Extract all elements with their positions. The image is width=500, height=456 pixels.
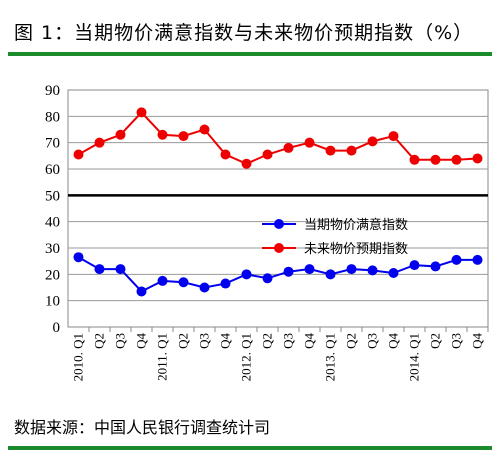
data-point-series-1 [325, 269, 336, 280]
x-tick-label: Q4 [302, 333, 317, 349]
data-point-series-2 [157, 129, 168, 140]
data-point-series-2 [388, 131, 399, 142]
x-tick-label: 2010. Q1 [71, 333, 86, 381]
data-point-series-1 [304, 264, 315, 275]
data-point-series-1 [472, 254, 483, 265]
source-note: 数据来源：中国人民银行调查统计司 [14, 418, 271, 437]
x-tick-label: Q3 [365, 333, 380, 349]
title-bar: 图 1：当期物价满意指数与未来物价预期指数（%） [0, 0, 500, 58]
data-point-series-1 [388, 268, 399, 279]
x-tick-label: 2014. Q1 [407, 333, 422, 381]
y-tick-label: 30 [45, 241, 60, 257]
y-tick-label: 10 [45, 294, 60, 310]
y-tick-label: 90 [45, 83, 60, 99]
data-point-series-1 [409, 260, 420, 271]
top-divider [8, 52, 492, 56]
data-point-series-2 [73, 149, 84, 160]
x-tick-label: Q2 [260, 333, 275, 349]
data-point-series-1 [94, 264, 105, 275]
data-point-series-2 [199, 124, 210, 135]
x-tick-label: Q2 [344, 333, 359, 349]
plot-area [67, 89, 489, 328]
y-tick-label: 50 [45, 188, 60, 204]
x-tick-label: Q2 [428, 333, 443, 349]
data-point-series-2 [136, 107, 147, 118]
legend-marker-1 [274, 219, 284, 229]
data-point-series-1 [220, 278, 231, 289]
data-point-series-2 [115, 129, 126, 140]
data-point-series-2 [178, 131, 189, 142]
data-point-series-2 [220, 149, 231, 160]
x-tick-label: Q4 [134, 333, 149, 349]
x-tick-label: 2011. Q1 [155, 333, 170, 381]
x-tick-label: 2013. Q1 [323, 333, 338, 381]
data-point-series-2 [283, 142, 294, 153]
data-point-series-1 [157, 275, 168, 286]
data-point-series-1 [451, 254, 462, 265]
data-point-series-2 [409, 154, 420, 165]
data-point-series-2 [304, 137, 315, 148]
y-tick-label: 40 [45, 215, 60, 231]
data-point-series-1 [346, 264, 357, 275]
data-point-series-1 [283, 266, 294, 277]
data-point-series-1 [199, 282, 210, 293]
chart-title: 图 1：当期物价满意指数与未来物价预期指数（%） [14, 22, 474, 44]
x-tick-label: 2012. Q1 [239, 333, 254, 381]
data-point-series-2 [430, 154, 441, 165]
legend-marker-2 [274, 243, 284, 253]
y-tick-label: 60 [45, 162, 60, 178]
data-point-series-1 [73, 252, 84, 263]
data-point-series-2 [367, 136, 378, 147]
data-point-series-1 [178, 277, 189, 288]
data-point-series-1 [262, 273, 273, 284]
data-point-series-1 [115, 264, 126, 275]
y-tick-label: 0 [53, 320, 61, 336]
data-point-series-1 [367, 265, 378, 276]
x-tick-label: Q3 [449, 333, 464, 349]
series-line-2 [78, 110, 478, 165]
x-tick-label: Q3 [281, 333, 296, 349]
x-tick-label: Q3 [113, 333, 128, 349]
x-tick-label: Q4 [470, 333, 485, 349]
data-point-series-1 [241, 269, 252, 280]
data-point-series-2 [94, 137, 105, 148]
y-tick-label: 70 [45, 136, 60, 152]
data-point-series-2 [262, 149, 273, 160]
legend-label-2: 未来物价预期指数 [304, 242, 408, 257]
x-tick-label: Q2 [92, 333, 107, 349]
data-point-series-1 [136, 286, 147, 297]
bottom-divider [8, 446, 492, 450]
x-tick-label: Q4 [218, 333, 233, 349]
data-point-series-2 [472, 153, 483, 164]
data-point-series-1 [430, 261, 441, 272]
data-point-series-2 [325, 145, 336, 156]
x-tick-label: Q3 [197, 333, 212, 349]
data-point-series-2 [241, 158, 252, 169]
x-tick-label: Q2 [176, 333, 191, 349]
y-tick-label: 80 [45, 109, 60, 125]
data-point-series-2 [451, 154, 462, 165]
x-tick-label: Q4 [386, 333, 401, 349]
legend-label-1: 当期物价满意指数 [304, 217, 408, 233]
data-point-series-2 [346, 145, 357, 156]
y-tick-label: 20 [45, 267, 60, 283]
